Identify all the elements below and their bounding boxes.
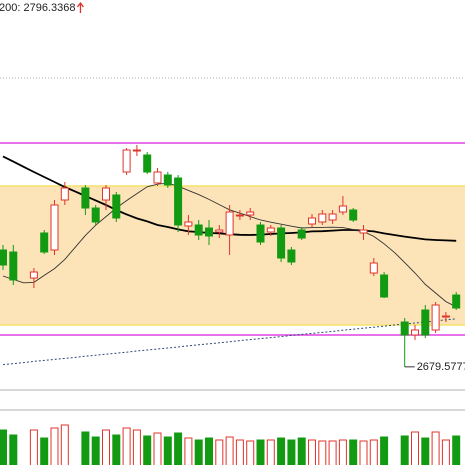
- candle-body: [60, 187, 69, 201]
- candle-body: [143, 154, 152, 173]
- volume-bar: [349, 439, 358, 465]
- volume-bar: [225, 436, 234, 465]
- candle-body: [441, 315, 450, 318]
- volume-bar: [102, 429, 110, 465]
- candle-body: [318, 213, 327, 223]
- candle-body: [9, 251, 18, 281]
- candle-body: [452, 294, 461, 309]
- up-arrow: [76, 1, 84, 13]
- volume-bar: [277, 437, 286, 465]
- band-layer: [0, 185, 465, 326]
- ma-label: 200: 2796.3368: [0, 2, 75, 14]
- candle-body: [174, 177, 183, 226]
- candle-body: [256, 224, 265, 243]
- volume-bar: [411, 431, 419, 465]
- candle-body: [287, 249, 296, 263]
- candle-body: [431, 304, 440, 331]
- candle-body: [266, 227, 275, 233]
- volume-bar: [40, 437, 49, 465]
- candle-body: [153, 171, 162, 184]
- candle-body: [328, 213, 337, 221]
- candle-body: [163, 174, 172, 186]
- volume-bar: [246, 440, 255, 465]
- volume-bar: [91, 436, 100, 465]
- candle-body: [40, 232, 49, 253]
- volume-bar: [369, 439, 378, 465]
- volume-bar: [297, 437, 306, 465]
- candle-body: [411, 329, 419, 336]
- candle-body: [91, 207, 100, 223]
- volume-bar: [380, 436, 389, 465]
- grid-layer: [0, 77, 465, 336]
- candle-body: [349, 209, 358, 221]
- candle-body: [122, 149, 131, 173]
- candle-body: [308, 217, 316, 225]
- volume-bar: [287, 439, 296, 465]
- volume-layer: [0, 424, 461, 465]
- volume-bar: [235, 439, 244, 465]
- volume-bar: [400, 435, 409, 465]
- volume-bar: [215, 439, 224, 465]
- band: [0, 186, 465, 325]
- volume-bar: [328, 440, 337, 465]
- volume-bar: [205, 437, 213, 465]
- candle-body: [400, 321, 409, 336]
- candle-body: [132, 149, 141, 152]
- volume-bar: [194, 439, 203, 465]
- volume-bar: [431, 431, 440, 465]
- volume-bar: [112, 434, 121, 465]
- arrow-head: [76, 1, 84, 8]
- volume-bar: [318, 440, 327, 465]
- candle-body: [369, 262, 378, 274]
- volume-bar: [338, 439, 347, 465]
- volume-bar: [256, 439, 265, 465]
- candle-body: [297, 229, 306, 239]
- volume-bar: [122, 427, 131, 465]
- volume-bar: [29, 429, 38, 465]
- candle-body: [215, 229, 224, 233]
- volume-bar: [174, 432, 183, 465]
- low-label: 2679.5777: [417, 361, 465, 373]
- volume-bar: [421, 437, 430, 465]
- volume-bar: [308, 439, 316, 465]
- candle-body: [277, 227, 286, 259]
- candle-layer: 2679.5777: [0, 145, 465, 373]
- volume-bar: [184, 437, 193, 465]
- candle-body: [359, 229, 368, 234]
- volume-bar: [60, 424, 69, 465]
- candle-body: [29, 271, 38, 279]
- candle-body: [205, 227, 213, 237]
- volume-bar: [132, 429, 141, 465]
- volume-bar: [163, 436, 172, 465]
- volume-bar: [0, 429, 7, 465]
- volume-bar: [266, 439, 275, 465]
- candle-body: [338, 205, 347, 213]
- candle-body: [81, 187, 90, 209]
- volume-bar: [452, 435, 461, 465]
- candle-body: [246, 211, 255, 216]
- candle-body: [225, 211, 234, 236]
- candle-body: [380, 274, 389, 298]
- volume-bar: [9, 434, 18, 465]
- volume-bar: [359, 440, 368, 465]
- header-bg: [0, 0, 465, 15]
- volume-bar: [143, 435, 152, 465]
- candle-body: [112, 194, 121, 219]
- candle-body: [0, 249, 7, 266]
- candle-body: [421, 309, 430, 336]
- volume-bar: [441, 439, 450, 465]
- candle-body: [194, 224, 203, 236]
- volume-bar: [153, 432, 162, 465]
- candle-body: [235, 214, 244, 217]
- volume-bar: [50, 427, 59, 465]
- candle-body: [102, 187, 110, 201]
- candle-body: [50, 204, 59, 251]
- candle-body: [184, 221, 193, 227]
- volume-bar: [81, 431, 90, 465]
